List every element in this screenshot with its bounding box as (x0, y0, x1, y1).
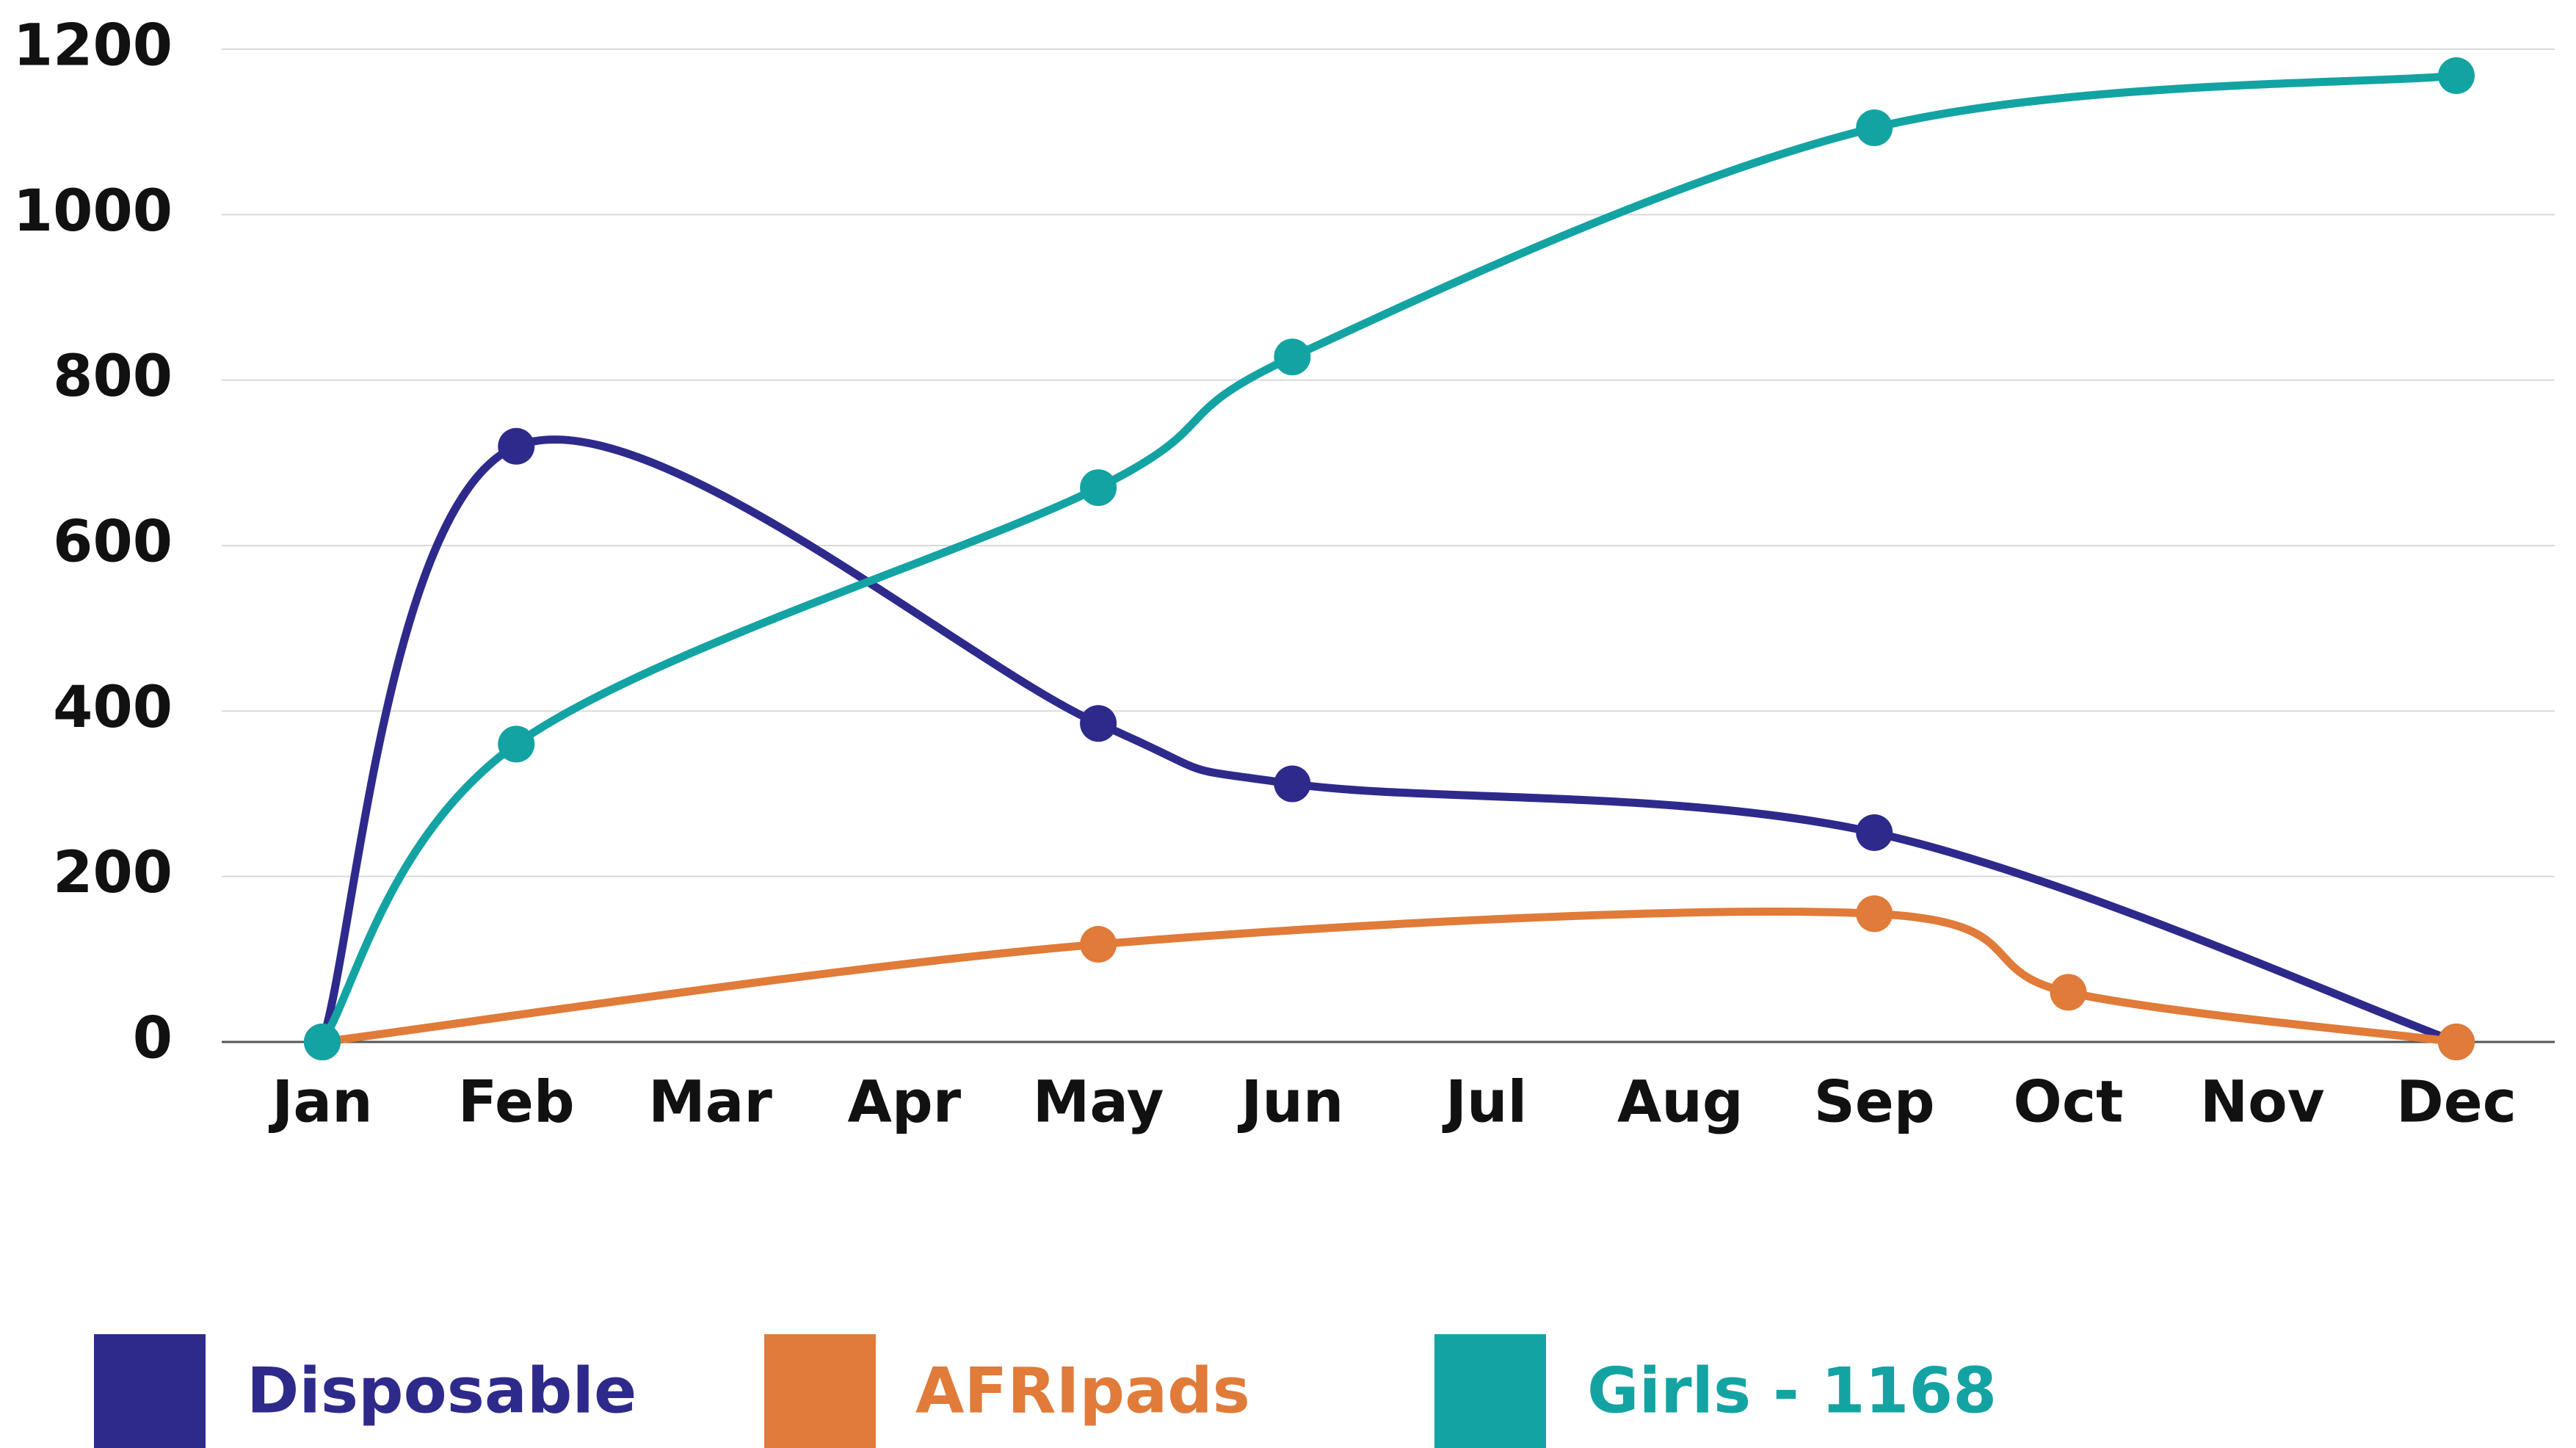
x-tick-label: Aug (1617, 1069, 1744, 1135)
x-tick-label: Oct (2014, 1069, 2124, 1135)
legend-swatch (94, 1334, 206, 1448)
point-marker (304, 1024, 341, 1060)
point-marker (2438, 57, 2475, 95)
legend-label: AFRIpads (915, 1354, 1250, 1427)
legend-swatch (764, 1334, 876, 1448)
point-marker (1856, 895, 1893, 933)
point-marker (1856, 109, 1893, 147)
x-tick-label: May (1033, 1069, 1164, 1135)
x-tick-label: Apr (847, 1069, 961, 1135)
x-tick-label: Sep (1814, 1069, 1935, 1135)
legend-label: Girls - 1168 (1587, 1354, 1997, 1427)
x-tick-label: Jan (268, 1069, 372, 1135)
point-marker (498, 725, 535, 763)
series-line (318, 71, 2461, 1046)
x-tick-label: Feb (458, 1069, 575, 1135)
point-marker (2438, 1024, 2475, 1060)
y-tick-label: 800 (53, 344, 173, 410)
y-tick-label: 1000 (13, 178, 173, 245)
series-line (318, 435, 2461, 1046)
point-marker (1274, 765, 1311, 803)
x-tick-label: Dec (2396, 1069, 2517, 1135)
point-marker (1274, 339, 1311, 376)
y-tick-label: 200 (53, 840, 173, 906)
legend-swatch (1434, 1334, 1546, 1448)
x-tick-label: Jun (1237, 1069, 1343, 1135)
point-marker (1080, 705, 1117, 742)
x-tick-label: Nov (2200, 1069, 2325, 1135)
series-line (318, 908, 2461, 1046)
y-tick-label: 1200 (13, 12, 173, 79)
x-tick-label: Jul (1442, 1069, 1527, 1135)
legend-label: Disposable (247, 1354, 636, 1427)
point-marker (2050, 974, 2087, 1011)
point-marker (1856, 814, 1893, 851)
x-tick-label: Mar (648, 1069, 772, 1135)
y-tick-label: 400 (53, 675, 173, 741)
y-tick-label: 600 (53, 509, 173, 575)
point-marker (1080, 469, 1117, 507)
y-tick-label: 0 (133, 1005, 173, 1071)
point-marker (1080, 926, 1117, 963)
point-marker (498, 427, 535, 465)
